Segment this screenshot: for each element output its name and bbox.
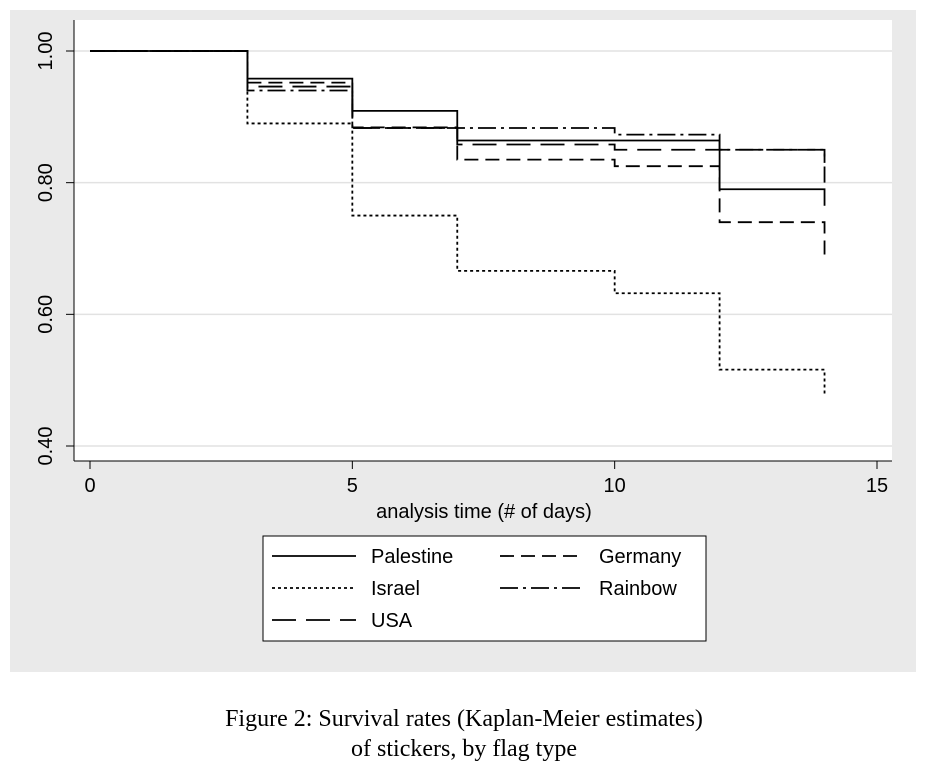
legend-box <box>262 535 707 642</box>
y-tick-label: 1.00 <box>35 32 57 71</box>
legend-label-germany: Germany <box>599 546 681 568</box>
x-tick-label: 5 <box>347 475 358 497</box>
series-line-israel <box>90 50 826 396</box>
caption-line-1: Figure 2: Survival rates (Kaplan-Meier e… <box>225 706 703 732</box>
x-tick-label: 10 <box>604 475 626 497</box>
caption-line-2: of stickers, by flag type <box>351 736 577 762</box>
x-tick-label: 0 <box>84 475 95 497</box>
figure-caption: Figure 2: Survival rates (Kaplan-Meier e… <box>0 704 928 764</box>
series-group <box>90 50 826 396</box>
x-axis-title: analysis time (# of days) <box>376 501 592 523</box>
y-tick-label: 0.80 <box>35 163 57 202</box>
y-axis-ticks: 0.40 0.60 0.80 1.00 <box>35 32 74 466</box>
plot-area <box>74 20 892 461</box>
legend: Palestine Germany Israel Rainbow USA <box>262 535 707 642</box>
x-axis-ticks: 0 5 10 15 <box>84 461 888 497</box>
legend-label-usa: USA <box>371 610 413 632</box>
legend-label-israel: Israel <box>371 578 420 600</box>
km-survival-chart: 0.40 0.60 0.80 1.00 0 5 10 15 analysis time (#… <box>35 20 892 642</box>
y-tick-label: 0.60 <box>35 295 57 334</box>
legend-label-rainbow: Rainbow <box>599 578 677 600</box>
series-line-usa <box>90 50 826 183</box>
legend-label-palestine: Palestine <box>371 546 453 568</box>
x-tick-label: 15 <box>866 475 888 497</box>
y-tick-label: 0.40 <box>35 427 57 466</box>
